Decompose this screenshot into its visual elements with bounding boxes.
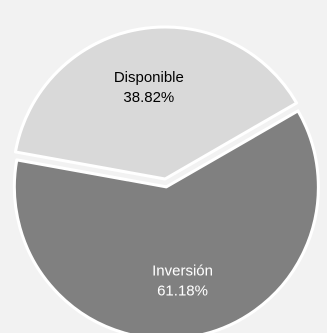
- pie-slice-inversion: [12, 109, 320, 333]
- pie-slices: [12, 25, 320, 333]
- pie-slice-disponible: [13, 25, 299, 181]
- slice-percent-inversion: 61.18%: [157, 283, 208, 300]
- slice-percent-disponible: 38.82%: [123, 89, 174, 106]
- slice-label-inversion: Inversión: [152, 263, 213, 280]
- slice-label-disponible: Disponible: [114, 69, 184, 86]
- pie-labels: Disponible 38.82% Inversión 61.18%: [114, 69, 213, 300]
